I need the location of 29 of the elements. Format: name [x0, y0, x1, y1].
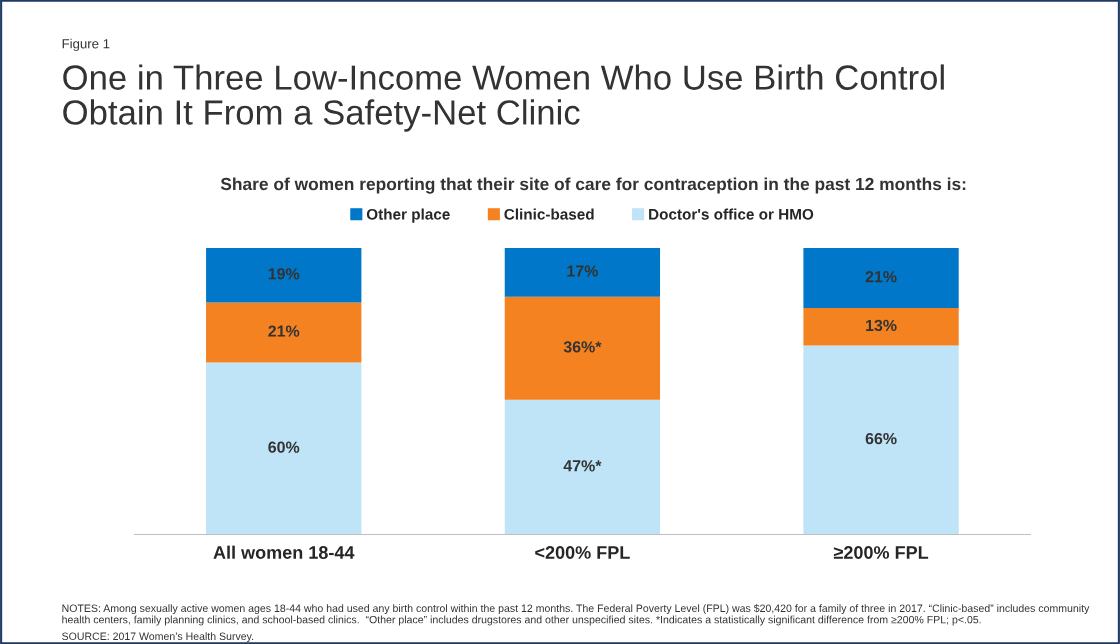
legend-label: Clinic-based: [504, 208, 594, 220]
data-label: 13%: [866, 319, 897, 332]
chart-subtitle: Share of women reporting that their site of care for contraception in the past 12 months is:: [220, 177, 966, 194]
source-note: SOURCE: 2017 Women’s Health Survey.: [62, 632, 254, 643]
data-label: 21%: [865, 271, 897, 283]
data-label: 47%*: [563, 460, 602, 472]
data-label: 66%: [865, 432, 897, 445]
bar: [504, 296, 661, 400]
legend-label: Doctor's office or HMO: [649, 208, 814, 220]
data-label: 36%*: [563, 341, 602, 353]
x-tick-label: <200% FPL: [535, 546, 630, 559]
bar: [504, 399, 661, 535]
bar: [206, 247, 362, 303]
data-label: 60%: [268, 441, 300, 453]
legend-label: Other place: [366, 208, 450, 223]
bar: [206, 362, 362, 535]
data-label: 19%: [268, 268, 300, 280]
bar: [504, 247, 661, 297]
x-tick-label: ≥200% FPL: [833, 546, 929, 559]
chart-title: One in Three Low-Income Women Who Use Birth Control Obtain It From a Safety-Net Clinic: [63, 64, 944, 132]
bar: [803, 308, 959, 346]
bar: [803, 345, 959, 535]
text: NOTES: Among sexually active women ages 18-44 who had used any birth control within the past 12 months. The Federal Poverty Level (FPL) was $20,420 for a family of three in 2017. “Clinic-based” includes community health centers, family planning clinics, and school-based clinics. “Other place” includes drugstores and other unspecified sites. *Indicates a statistically significant difference from ≥200% FPL; p<.05.: [62, 604, 1090, 626]
bar: [803, 247, 959, 309]
x-tick-label: All women 18-44: [213, 545, 355, 559]
caption: Figure 1: [62, 38, 110, 52]
data-label: 21%: [268, 325, 300, 337]
bar: [206, 302, 362, 363]
data-label: 17%: [567, 265, 598, 277]
